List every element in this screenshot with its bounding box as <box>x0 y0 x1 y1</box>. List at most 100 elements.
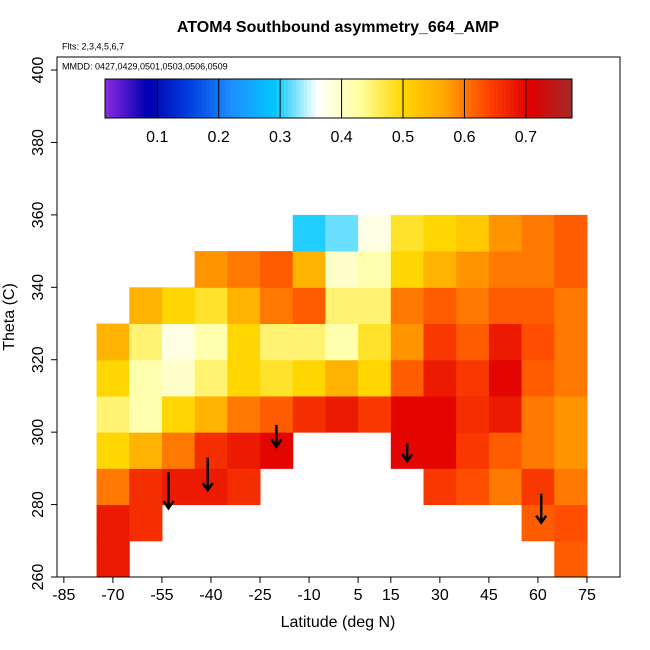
colorbar-swatch <box>206 79 211 118</box>
heat-cell <box>194 251 228 288</box>
x-tick-label: 15 <box>382 587 400 604</box>
heat-cell <box>161 468 196 506</box>
y-tick-label: 400 <box>30 57 47 84</box>
colorbar-swatch <box>342 79 347 118</box>
heat-cell <box>325 395 359 433</box>
colorbar-swatch <box>143 79 149 118</box>
heat-cell <box>456 468 490 506</box>
heat-cell <box>292 395 326 433</box>
heat-cell <box>456 323 490 361</box>
colorbar-swatch <box>202 79 207 118</box>
heat-cell <box>227 468 261 506</box>
colorbar-frame <box>104 78 573 119</box>
x-tick-label: -70 <box>101 587 124 604</box>
heat-cell <box>227 287 261 325</box>
heat-cell <box>358 287 392 325</box>
heat-cell <box>96 468 130 506</box>
colorbar-swatch <box>494 79 499 118</box>
colorbar-swatch <box>556 79 561 118</box>
colorbar-swatch <box>439 79 445 118</box>
heat-cell <box>227 432 261 469</box>
heat-cell <box>194 395 228 433</box>
colorbar-swatch <box>560 79 565 118</box>
colorbar-swatch <box>478 79 483 118</box>
heat-cell <box>488 287 523 325</box>
colorbar-swatch <box>459 79 464 118</box>
colorbar-swatch <box>416 79 421 118</box>
heat-cell <box>456 359 490 397</box>
colorbar-swatch <box>505 79 511 118</box>
heat-cell <box>521 504 555 542</box>
heat-cell <box>292 323 326 361</box>
heat-cell <box>227 251 261 288</box>
colorbar-tick-label: 0.4 <box>330 129 352 146</box>
colorbar-swatch <box>451 79 456 118</box>
colorbar-swatch <box>544 79 550 118</box>
colorbar-swatch <box>210 79 215 118</box>
colorbar-swatch <box>513 79 519 118</box>
y-tick-label: 360 <box>30 201 47 228</box>
y-tick-label: 300 <box>30 419 47 446</box>
colorbar-swatch <box>186 79 192 118</box>
colorbar-tick-label: 0.3 <box>269 129 291 146</box>
colorbar-swatch <box>105 79 110 118</box>
colorbar-swatch <box>295 79 301 118</box>
heat-cell <box>554 214 588 252</box>
heat-cell <box>554 432 588 469</box>
heat-cell <box>521 468 555 506</box>
heat-cell <box>423 323 457 361</box>
heat-cell <box>96 323 130 361</box>
x-tick-label: -25 <box>248 587 271 604</box>
heat-cell <box>390 287 425 325</box>
heat-cell <box>390 214 425 252</box>
x-tick-label: -55 <box>150 587 173 604</box>
colorbar-swatch <box>408 79 413 118</box>
colorbar-swatch <box>389 79 394 118</box>
colorbar-swatch <box>112 79 118 118</box>
heat-cell <box>96 432 130 469</box>
colorbar-swatch <box>482 79 487 118</box>
colorbar-swatch <box>385 79 390 118</box>
colorbar-swatch <box>346 79 351 118</box>
colorbar-swatch <box>252 79 258 118</box>
y-tick-label: 340 <box>30 274 47 301</box>
colorbar-tick-label: 0.2 <box>208 129 230 146</box>
heat-cell <box>554 468 588 506</box>
colorbar-swatch <box>428 79 433 118</box>
heat-cell <box>325 251 359 288</box>
colorbar-swatch <box>443 79 448 118</box>
colorbar-swatch <box>276 79 281 118</box>
heat-cell <box>129 323 163 361</box>
heat-cell <box>358 251 392 288</box>
heat-cell <box>292 287 326 325</box>
colorbar-swatch <box>171 79 176 118</box>
heat-cell <box>390 323 425 361</box>
colorbar-swatch <box>120 79 125 118</box>
colorbar-swatch <box>369 79 375 118</box>
heat-cell <box>194 432 228 469</box>
colorbar-swatch <box>307 79 312 118</box>
arrow-head <box>270 438 283 449</box>
colorbar-swatch <box>175 79 180 118</box>
heat-cell <box>390 251 425 288</box>
heat-cell <box>488 432 523 469</box>
colorbar-swatch <box>319 79 324 118</box>
colorbar-swatch <box>517 79 522 118</box>
heat-cell <box>554 540 588 578</box>
colorbar-swatch <box>178 79 184 118</box>
colorbar-swatch <box>548 79 554 118</box>
heat-cell <box>292 359 326 397</box>
colorbar-swatch <box>163 79 168 118</box>
heat-cell <box>161 287 196 325</box>
colorbar-swatch <box>552 79 557 118</box>
colorbar-swatch <box>217 79 223 118</box>
colorbar-swatch <box>124 79 129 118</box>
heat-cell <box>260 323 294 361</box>
arrow-head <box>535 514 548 525</box>
colorbar-swatch <box>221 79 227 118</box>
heat-cell <box>129 395 163 433</box>
heat-cell <box>194 359 228 397</box>
colorbar-swatch <box>365 79 371 118</box>
x-tick-label: 45 <box>480 587 498 604</box>
